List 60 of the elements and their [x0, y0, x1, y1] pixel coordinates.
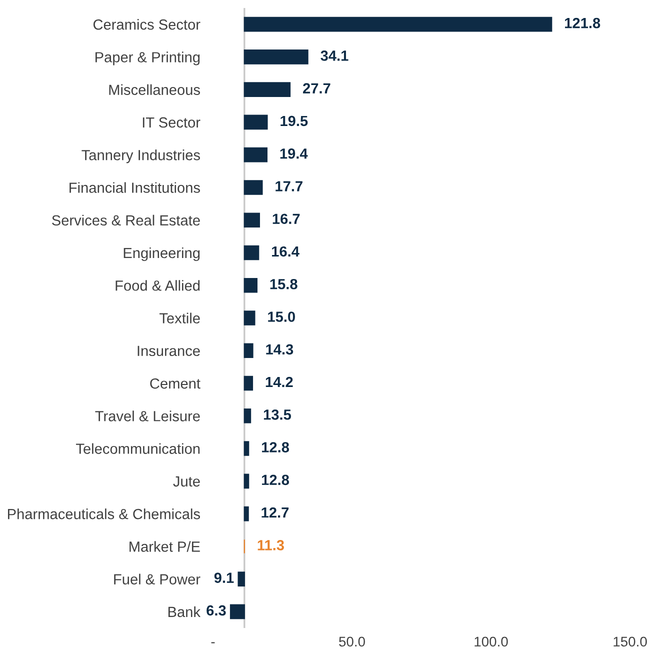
data-label: 27.7 [303, 83, 330, 94]
data-label: 16.4 [272, 246, 300, 257]
y-tick-label: Fuel & Power [114, 574, 200, 584]
y-tick-label: Ceramics Sector [93, 19, 200, 30]
data-label: 15.0 [268, 312, 295, 322]
data-label: 13.5 [264, 409, 292, 420]
bar [244, 147, 268, 162]
y-tick-label: Cement [150, 378, 200, 389]
data-label: 14.3 [266, 344, 294, 355]
data-label: 19.5 [280, 116, 308, 126]
bar [244, 245, 260, 260]
data-label: 19.4 [280, 148, 308, 159]
bar [244, 16, 552, 32]
x-tick-label: 150.0 [614, 636, 647, 647]
x-tick-label: 50.0 [339, 636, 365, 647]
data-label: 6.3 [206, 605, 226, 616]
y-tick-label: Jute [173, 476, 200, 487]
y-tick-label: Pharmaceuticals & Chemicals [8, 508, 200, 520]
bar [244, 376, 254, 391]
bar [244, 310, 256, 326]
y-tick-label: Financial Institutions [70, 182, 200, 193]
x-tick-label: 100.0 [474, 636, 508, 647]
data-label: 12.7 [262, 507, 289, 518]
data-label: 11.3 [258, 540, 284, 550]
data-label: 14.2 [266, 376, 293, 388]
y-tick-label: Bank [168, 606, 201, 618]
y-tick-label: Engineering [124, 247, 200, 262]
bar [244, 114, 268, 130]
bar [238, 572, 245, 586]
y-tick-label: Paper & Printing [96, 52, 200, 66]
bar [230, 604, 245, 620]
bar [244, 506, 249, 522]
data-label: 15.8 [270, 278, 298, 290]
data-label: 34.1 [320, 50, 348, 61]
y-tick-label: Insurance [138, 346, 200, 356]
bar [244, 82, 291, 97]
data-label: 17.7 [276, 181, 302, 192]
x-tick-label: - [211, 642, 215, 644]
y-tick-label: Telecommunication [76, 443, 200, 454]
data-label: 16.7 [272, 214, 300, 224]
y-tick-label: Market P/E [130, 541, 200, 552]
bar [244, 441, 250, 456]
y-tick-label: Tannery Industries [82, 150, 200, 164]
y-tick-label: Food & Allied [116, 280, 200, 291]
y-tick-label: Textile [160, 312, 200, 324]
data-label: 12.8 [262, 474, 290, 486]
y-tick-label: IT Sector [142, 117, 200, 128]
bar [244, 50, 308, 64]
y-tick-label: Services & Real Estate [52, 214, 200, 226]
bar [244, 408, 252, 424]
data-label: 121.8 [565, 18, 600, 28]
bar [244, 212, 260, 228]
bar [244, 343, 254, 358]
data-label: 9.1 [214, 572, 234, 583]
bar [244, 474, 250, 489]
bar [244, 278, 258, 293]
y-tick-label: Miscellaneous [109, 84, 200, 96]
data-label: 12.8 [262, 442, 290, 452]
bar [244, 180, 263, 195]
y-tick-label: Travel & Leisure [95, 410, 200, 422]
